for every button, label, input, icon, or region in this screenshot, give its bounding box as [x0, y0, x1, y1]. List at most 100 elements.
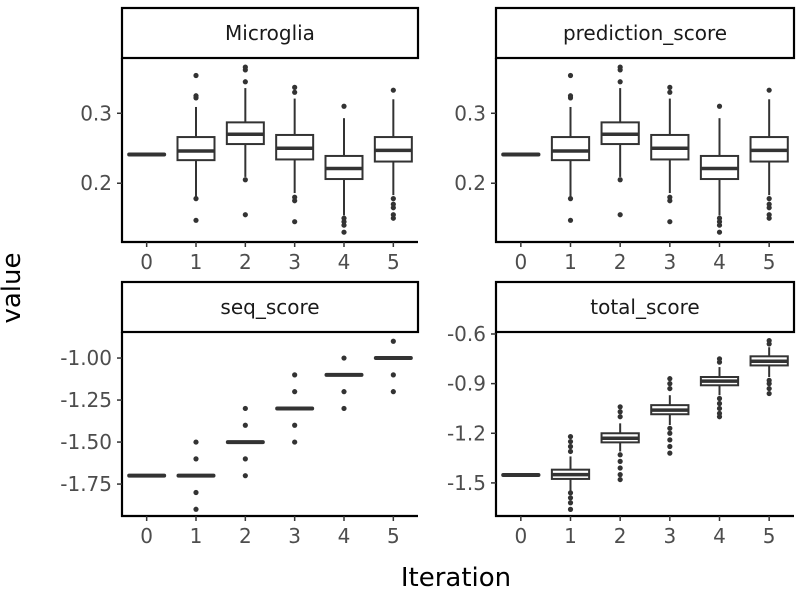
box-iteration-1	[176, 72, 216, 223]
outlier-point	[193, 456, 199, 462]
outlier-point	[242, 405, 248, 412]
box-iteration-0	[501, 472, 541, 477]
outlier-point	[242, 456, 248, 462]
box-iteration-5	[373, 87, 413, 221]
x-tick-label: 3	[288, 250, 301, 274]
box	[550, 136, 591, 162]
outlier-point	[567, 217, 574, 223]
x-axis-title: Iteration	[401, 563, 511, 593]
box-iteration-3	[275, 84, 315, 225]
facet-strip-label: prediction_score	[563, 21, 727, 45]
outlier-point	[667, 450, 673, 456]
outlier-point	[667, 89, 673, 95]
x-tick-label: 1	[564, 250, 577, 274]
panel-prediction-score: prediction_score 0.2 0.3 0 1 2 3 4 5	[454, 6, 796, 274]
box-iteration-2	[600, 64, 640, 218]
outlier-point	[617, 64, 623, 70]
box-iteration-5	[749, 338, 789, 397]
outlier-point	[193, 439, 199, 445]
box-iteration-4	[699, 356, 740, 420]
outlier-point	[242, 79, 248, 85]
outlier-point	[716, 222, 723, 228]
x-tick-label: 0	[514, 250, 527, 274]
box	[176, 136, 216, 162]
outlier-point	[390, 196, 396, 202]
outlier-point	[242, 177, 248, 183]
outlier-point	[193, 72, 199, 79]
outlier-point	[667, 381, 673, 387]
outlier-point	[292, 219, 298, 225]
x-tick-label: 5	[387, 250, 400, 274]
outlier-point	[193, 93, 199, 99]
outlier-point	[667, 385, 673, 392]
outlier-point	[292, 439, 298, 445]
x-tick-label: 4	[713, 250, 726, 274]
x-tick-label: 2	[614, 250, 627, 274]
outlier-point	[617, 212, 623, 218]
x-tick-label: 1	[190, 250, 203, 274]
facet-strip	[120, 6, 420, 60]
box-iteration-4	[324, 103, 364, 235]
outlier-point	[617, 404, 623, 410]
box-iteration-5	[749, 87, 789, 221]
outlier-point	[567, 72, 574, 79]
facet-strip	[494, 280, 796, 334]
facet-strip-label: Microglia	[225, 21, 315, 45]
outlier-point	[617, 409, 623, 415]
facet-strip	[494, 6, 796, 60]
outlier-point	[341, 355, 347, 361]
outlier-point	[390, 389, 396, 395]
outlier-point	[567, 433, 574, 440]
y-tick-label: -0.9	[447, 372, 486, 396]
y-tick-label: -1.50	[60, 430, 112, 454]
box-iteration-2	[225, 405, 265, 479]
outlier-point	[567, 438, 574, 445]
box-iteration-2	[225, 64, 265, 218]
outlier-point	[716, 103, 723, 109]
outlier-point	[716, 229, 723, 235]
outlier-point	[341, 405, 347, 412]
outlier-point	[193, 506, 199, 512]
box-iteration-1	[550, 433, 591, 512]
box-iteration-3	[650, 376, 690, 456]
outlier-point	[617, 177, 623, 183]
outlier-point	[667, 425, 673, 431]
x-tick-label: 3	[288, 524, 301, 548]
facet-strip-label: seq_score	[220, 295, 319, 319]
y-tick-label: 0.3	[454, 101, 486, 125]
box-iteration-0	[127, 152, 167, 157]
outlier-point	[390, 338, 396, 344]
outlier-point	[242, 212, 248, 218]
facet-strip	[120, 280, 420, 334]
outlier-point	[292, 422, 298, 428]
y-axis-title: value	[0, 252, 27, 323]
outlier-point	[390, 87, 396, 93]
x-tick-label: 5	[763, 524, 776, 548]
outlier-point	[766, 196, 772, 202]
y-tick-label: -1.75	[60, 472, 112, 496]
x-tick-label: 5	[387, 524, 400, 548]
y-tick-label: 0.3	[80, 101, 112, 125]
outlier-point	[766, 341, 772, 347]
box-iteration-4	[324, 355, 364, 412]
outlier-point	[567, 506, 574, 512]
box-iteration-3	[275, 372, 315, 445]
outlier-point	[341, 222, 347, 228]
x-tick-label: 4	[338, 524, 351, 548]
x-tick-label: 2	[239, 250, 252, 274]
outlier-point	[567, 448, 574, 455]
box-iteration-4	[699, 103, 740, 235]
outlier-point	[567, 500, 574, 506]
outlier-point	[617, 452, 623, 458]
outlier-point	[667, 84, 673, 90]
outlier-point	[617, 476, 623, 483]
outlier-point	[716, 359, 723, 365]
panel-total-score: total_score -1.5 -1.2 -0.9 -0.6 0 1 2 3 4 5	[447, 280, 796, 548]
outlier-point	[716, 405, 723, 412]
outlier-point	[193, 217, 199, 223]
outlier-point	[617, 465, 623, 471]
y-tick-label: -0.6	[447, 322, 486, 346]
outlier-point	[292, 389, 298, 395]
outlier-point	[341, 229, 347, 235]
panel-seq-score: seq_score -1.75 -1.50 -1.25 -1.00 0 1 2 3 4 5	[60, 280, 420, 548]
